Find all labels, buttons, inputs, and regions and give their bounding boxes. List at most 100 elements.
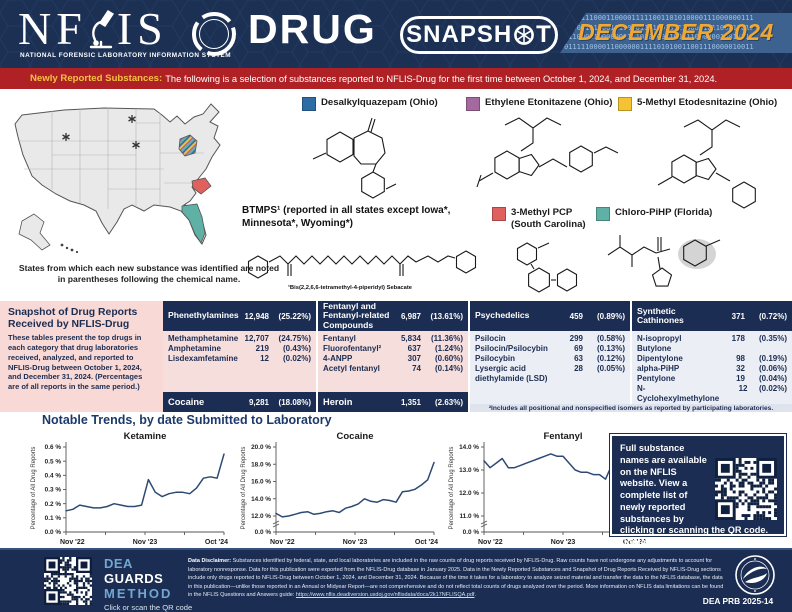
drug-wordmark: DRUG	[248, 6, 377, 52]
info-box: Full substance names are available on th…	[609, 433, 787, 547]
legend-item-desalkylquazepam: Desalkylquazepam (Ohio)	[302, 97, 438, 111]
us-map: States from which each new substance was…	[4, 93, 288, 284]
svg-text:0.6 %: 0.6 %	[45, 444, 62, 451]
map-caption: States from which each new substance was…	[18, 263, 280, 285]
state-florida	[181, 203, 206, 244]
snapshot-text-a: SNAPSH	[406, 21, 513, 48]
nflis-email-link[interactable]: NFLIS@dea.gov	[680, 537, 751, 548]
aperture-icon	[514, 25, 535, 45]
drug-table-synthetic-cathinones: Synthetic Cathinones 371 (0.72%) N-isopropy…	[632, 301, 792, 404]
guards-qr-code[interactable]	[44, 557, 92, 605]
svg-text:Oct '24: Oct '24	[623, 539, 646, 546]
table-row: N-isopropyl Butylone 178 (0.35%)	[637, 334, 787, 353]
table-row: 4-ANPP 307 (0.60%)	[323, 354, 463, 363]
table-row: Acetyl fentanyl 74 (0.14%)	[323, 364, 463, 373]
logo-text-left: NF	[18, 3, 87, 54]
drug-table-psychedelics: Psychedelics 459 (0.89%) Psilocin 299 (0.58%)…	[470, 301, 630, 404]
us-map-svg	[14, 103, 221, 254]
nflis-qr-code[interactable]	[715, 458, 777, 520]
header: NF IS NATIONAL FORENSIC LABORATORY INFOR…	[0, 0, 792, 68]
state-alaska	[18, 213, 51, 251]
svg-text:Ketamine: Ketamine	[124, 431, 167, 442]
table-row: alpha-PiHP 32 (0.06%)	[637, 364, 787, 373]
structure-desalkylquazepam	[300, 111, 450, 208]
table-row: Fluorofentanyl² 637 (1.24%)	[323, 344, 463, 353]
btmps-label: BTMPS¹ (reported in all states except Io…	[242, 205, 451, 229]
svg-text:Oct '24: Oct '24	[415, 539, 438, 546]
svg-text:14.0 %: 14.0 %	[459, 444, 479, 451]
svg-text:Nov '22: Nov '22	[60, 539, 85, 546]
guards-name: GUARDS	[104, 571, 164, 586]
banner-label: Newly Reported Substances:	[30, 73, 163, 84]
state-hawaii	[60, 243, 79, 254]
drug-table-fentanyl: Fentanyl and Fentanyl-related Compounds 6…	[318, 301, 468, 412]
newly-reported-section: States from which each new substance was…	[0, 89, 792, 301]
notable-trends-section: Notable Trends, by date Submitted to Lab…	[0, 412, 792, 548]
table-footer-phenethylamines: Cocaine 9,281 (18.08%)	[163, 392, 316, 412]
table-row: Fentanyl 5,834 (11.36%)	[323, 334, 463, 343]
chart-svg-ketamine: Ketamine Percentage of All Drug Reports 0.…	[31, 431, 228, 546]
legend-item-ethylene-etonitazene: Ethylene Etonitazene (Ohio)	[466, 97, 612, 111]
drug-tables-right-group: Psychedelics 459 (0.89%) Psilocin 299 (0.58%)…	[470, 301, 792, 412]
snapshot-panel: Snapshot of Drug Reports Received by NFL…	[0, 301, 163, 412]
table-row: Dipentylone 98 (0.19%)	[637, 354, 787, 363]
table-header-phenethylamines: Phenethylamines 12,948 (25.22%)	[163, 301, 316, 331]
disclaimer-link[interactable]: https://www.nflis.deadiversion.usdoj.gov…	[295, 592, 475, 599]
svg-text:0.5 %: 0.5 %	[45, 458, 62, 465]
svg-text:0.0 %: 0.0 %	[45, 529, 62, 536]
svg-text:Percentage of All Drug Reports: Percentage of All Drug Reports	[241, 447, 247, 530]
svg-text:11.0 %: 11.0 %	[459, 513, 479, 520]
state-south-carolina	[191, 177, 212, 195]
svg-text:Nov '22: Nov '22	[270, 539, 295, 546]
svg-text:0.0 %: 0.0 %	[463, 529, 480, 536]
microscope-icon	[89, 9, 114, 48]
table-row: Lysergic acid diethylamide (LSD) 28 (0.05%…	[475, 364, 625, 383]
legend-swatch-blue	[302, 97, 316, 111]
table-body-synthetic-cathinones: N-isopropyl Butylone 178 (0.35%) Dipentylon…	[632, 331, 792, 404]
table-row: Psilocin/Psilocybin 69 (0.13%)	[475, 344, 625, 353]
legend-swatch-purple	[466, 97, 480, 111]
svg-text:20.0 %: 20.0 %	[251, 444, 271, 451]
isomer-footnote: ²Includes all positional and nonspecifie…	[470, 404, 792, 412]
logo-text-right: IS	[116, 3, 168, 54]
structure-3-methyl-pcp	[500, 237, 596, 304]
structure-5-methyl-etodesnitazine	[622, 111, 788, 228]
footer: DEA GUARDS METHOD Click or scan the QR c…	[0, 548, 792, 612]
table-footer-fentanyl: Heroin 1,351 (2.63%)	[318, 392, 468, 412]
svg-text:0.3 %: 0.3 %	[45, 487, 62, 494]
trend-chart-ketamine: Ketamine Percentage of All Drug Reports 0.…	[28, 430, 228, 548]
svg-text:16.0 %: 16.0 %	[251, 479, 271, 486]
info-text: Full substance names are available on th…	[620, 443, 769, 548]
issue-date: DECEMBER 2024	[578, 19, 774, 45]
table-row: Psilocin 299 (0.58%)	[475, 334, 625, 343]
snapshot-section: Snapshot of Drug Reports Received by NFL…	[0, 301, 792, 412]
legend-swatch-teal	[596, 207, 610, 221]
asterisk-markers	[62, 115, 140, 149]
trends-title: Notable Trends, by date Submitted to Lab…	[42, 413, 332, 427]
svg-text:Fentanyl: Fentanyl	[543, 431, 582, 442]
table-header-synthetic-cathinones: Synthetic Cathinones 371 (0.72%)	[632, 301, 792, 331]
svg-text:Oct '24: Oct '24	[205, 539, 228, 546]
svg-text:Percentage of All Drug Reports: Percentage of All Drug Reports	[31, 447, 37, 530]
table-body-phenethylamines: Methamphetamine 12,707 (24.75%) Amphetamine…	[163, 331, 316, 392]
table-row: Pentylone 19 (0.04%)	[637, 374, 787, 383]
binary-texture: 1001111000110000111110011010100001110000…	[564, 14, 754, 51]
svg-text:12.0 %: 12.0 %	[459, 490, 479, 497]
snapshot-badge: SNAPSH T	[400, 16, 558, 54]
svg-text:Nov '23: Nov '23	[551, 539, 576, 546]
table-row: Amphetamine 219 (0.43%)	[168, 344, 311, 353]
legend-item-chloro-pihp: Chloro-PiHP (Florida)	[596, 207, 712, 221]
dea-seal	[735, 555, 775, 595]
svg-text:Percentage of All Drug Reports: Percentage of All Drug Reports	[449, 447, 455, 530]
svg-text:0.0 %: 0.0 %	[255, 529, 272, 536]
state-ohio	[178, 134, 198, 157]
legend-item-5-methyl-etodesnitazine: 5-Methyl Etodesnitazine (Ohio)	[618, 97, 777, 111]
newly-reported-banner: Newly Reported Substances: The following…	[0, 68, 792, 89]
svg-text:0.4 %: 0.4 %	[45, 473, 62, 480]
contiguous-us	[14, 103, 221, 245]
structure-chloro-pihp	[600, 221, 788, 302]
logo-subtitle: NATIONAL FORENSIC LABORATORY INFORMATION…	[20, 52, 232, 59]
guards-method: METHOD	[104, 586, 173, 601]
btmps-footnote: ¹Bis(2,2,6,6-tetramethyl-4-piperidyl) Se…	[288, 285, 413, 291]
